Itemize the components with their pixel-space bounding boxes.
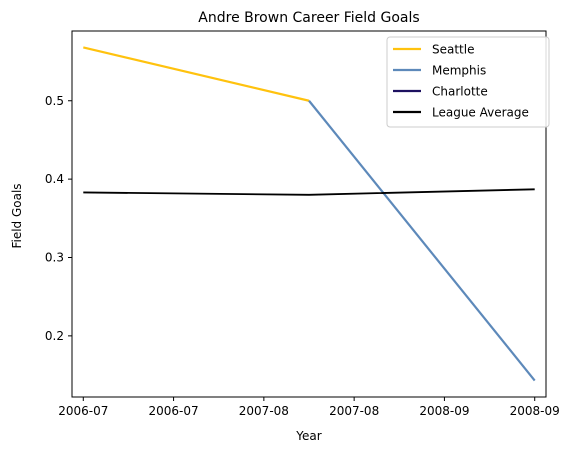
plot-area (83, 46, 536, 382)
y-tick-label: 0.4 (45, 172, 64, 186)
legend-label-seattle: Seattle (432, 43, 474, 57)
x-tick-label: 2006-07 (149, 404, 199, 418)
legend-label-league-average: League Average (432, 106, 529, 120)
x-tick-label: 2008-09 (510, 404, 560, 418)
y-axis-label: Field Goals (10, 183, 24, 248)
series-line-memphis (308, 100, 536, 382)
y-tick-label: 0.2 (45, 329, 64, 343)
y-tick-label: 0.5 (45, 94, 64, 108)
legend-label-charlotte: Charlotte (432, 85, 488, 99)
legend-box (386, 36, 550, 128)
x-axis-label: Year (295, 429, 321, 443)
legend-label-memphis: Memphis (432, 64, 486, 78)
legend: Seattle Memphis Charlotte League Average (386, 36, 550, 128)
x-tick-label: 2007-08 (239, 404, 289, 418)
axes-frame (71, 30, 547, 398)
series-line-league-average (83, 188, 535, 196)
chart-title: Andre Brown Career Field Goals (198, 10, 419, 26)
y-tick-label: 0.3 (45, 250, 64, 264)
x-tick-label: 2006-07 (58, 404, 108, 418)
x-tick-label: 2008-09 (419, 404, 469, 418)
axes: 2006-07 2006-07 2007-08 2007-08 2008-09 2008-… (45, 30, 560, 418)
series-line-seattle (83, 46, 310, 102)
x-tick-label: 2007-08 (329, 404, 379, 418)
